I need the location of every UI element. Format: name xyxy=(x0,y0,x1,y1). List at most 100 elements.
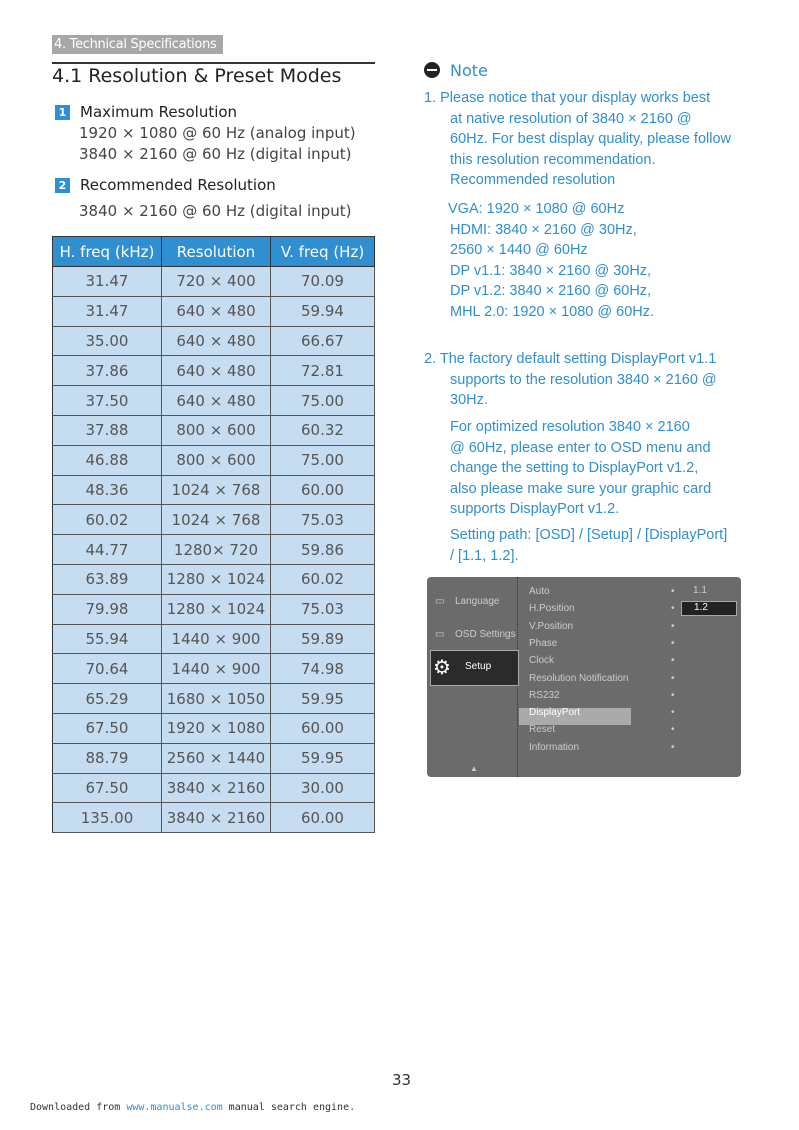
table-cell: 59.86 xyxy=(270,534,375,565)
table-row: 60.02 1024 × 768 75.03 xyxy=(52,504,375,536)
column-header: V. freq (Hz) xyxy=(270,236,375,267)
table-row: 37.88 800 × 600 60.32 xyxy=(52,414,375,446)
table-cell: 59.89 xyxy=(270,623,375,655)
table-row: 55.94 1440 × 900 59.89 xyxy=(52,623,375,655)
table-row: 67.50 1920 × 1080 60.00 xyxy=(52,712,375,744)
table-row: 88.79 2560 × 1440 59.95 xyxy=(52,742,375,774)
table-row: 37.86 640 × 480 72.81 xyxy=(52,355,375,387)
table-cell: 3840 × 2160 xyxy=(161,772,271,804)
bullet-icon: • xyxy=(671,689,675,701)
gear-icon: ⚙ xyxy=(433,657,451,679)
note-line: DP v1.2: 3840 × 2160 @ 60Hz, xyxy=(450,283,652,299)
table-row: 135.00 3840 × 2160 60.00 xyxy=(52,802,375,834)
table-cell: 3840 × 2160 xyxy=(161,802,271,834)
bullet-icon: • xyxy=(671,655,675,667)
footer-link[interactable]: www.manualse.com xyxy=(126,1102,223,1113)
table-cell: 1440 × 900 xyxy=(161,653,271,685)
note-line: supports to the resolution 3840 × 2160 @ xyxy=(450,371,717,388)
table-row: 70.64 1440 × 900 74.98 xyxy=(52,653,375,685)
table-cell: 63.89 xyxy=(52,563,162,595)
table-cell: 60.02 xyxy=(270,563,375,595)
note-icon xyxy=(424,62,440,78)
table-row: 48.36 1024 × 768 60.00 xyxy=(52,474,375,506)
osd-highlight xyxy=(519,708,631,725)
note-line: Setting path: [OSD] / [Setup] / [Display… xyxy=(450,527,728,543)
table-cell: 75.03 xyxy=(270,593,375,625)
osd-menu-item: Resolution Notification xyxy=(529,672,629,684)
table-cell: 74.98 xyxy=(270,653,375,685)
table-cell: 75.00 xyxy=(270,444,375,476)
section-heading: 1 Maximum Resolution xyxy=(55,103,237,121)
note-line: Recommended resolution xyxy=(450,172,616,188)
bullet-icon: • xyxy=(671,707,675,719)
note-line: 1. Please notice that your display works… xyxy=(424,90,711,106)
osd-option-wrap: 1.1 xyxy=(693,585,707,596)
osd-menu-item: DisplayPort xyxy=(529,707,581,719)
table-cell: 31.47 xyxy=(52,266,162,297)
table-cell: 135.00 xyxy=(52,802,162,834)
table-cell: 60.02 xyxy=(52,504,162,536)
table-cell: 60.32 xyxy=(270,414,375,446)
monitor-icon: ▭ xyxy=(435,629,445,640)
note-line: DP v1.1: 3840 × 2160 @ 30Hz, xyxy=(450,262,652,279)
osd-menu-item: V.Position xyxy=(529,620,574,632)
table-cell: 44.77 xyxy=(52,534,162,565)
osd-option: 1.1 xyxy=(693,585,707,596)
table-cell: 1920 × 1080 xyxy=(161,712,271,744)
table-cell: 48.36 xyxy=(52,474,162,506)
bullet-icon: • xyxy=(671,724,675,736)
note-line: also please make sure your graphic card xyxy=(450,480,712,497)
heading-text: Maximum Resolution xyxy=(80,103,238,121)
table-cell: 1440 × 900 xyxy=(161,623,271,655)
table-cell: 800 × 600 xyxy=(161,444,271,476)
speech-bubble-icon: ▭ xyxy=(435,596,445,607)
table-row: 46.88 800 × 600 75.00 xyxy=(52,444,375,476)
note-line: MHL 2.0: 1920 × 1080 @ 60Hz. xyxy=(450,303,655,320)
table-cell: 1024 × 768 xyxy=(161,504,271,536)
text-line: 3840 × 2160 @ 60 Hz (digital input) xyxy=(79,145,352,163)
table-row: 44.77 1280× 720 59.86 xyxy=(52,534,375,565)
label: Setup xyxy=(465,661,492,672)
note-line: VGA: 1920 × 1080 @ 60Hz xyxy=(448,201,625,217)
table-cell: 59.95 xyxy=(270,683,375,714)
table-cell: 59.95 xyxy=(270,742,375,774)
preset-modes-table: H. freq (kHz) Resolution V. freq (Hz) 31… xyxy=(52,236,375,834)
table-row: 67.50 3840 × 2160 30.00 xyxy=(52,772,375,804)
table-row: 65.29 1680 × 1050 59.95 xyxy=(52,683,375,714)
table-cell: 2560 × 1440 xyxy=(161,742,271,774)
breadcrumb: 4. Technical Specifications xyxy=(52,35,223,54)
osd-menu-item: RS232 xyxy=(529,689,560,701)
note-line: supports DisplayPort v1.2. xyxy=(450,501,620,517)
bullet-icon: • xyxy=(671,672,675,684)
table-cell: 70.09 xyxy=(270,266,375,297)
bullet-icon: • xyxy=(671,586,675,597)
table-cell: 30.00 xyxy=(270,772,375,804)
table-row: 31.47 640 × 480 59.94 xyxy=(52,295,375,327)
page-number: 33 xyxy=(392,1071,412,1089)
bullet-icon: • xyxy=(671,741,675,753)
table-cell: 1280 × 1024 xyxy=(161,593,271,625)
bullet-icon: • xyxy=(671,637,675,649)
table-row: 63.89 1280 × 1024 60.02 xyxy=(52,563,375,595)
note-line: For optimized resolution 3840 × 2160 xyxy=(450,419,690,435)
page-title: 4.1 Resolution & Preset Modes xyxy=(52,65,342,87)
note-line: change the setting to DisplayPort v1.2, xyxy=(450,460,699,476)
bullet-icon: • xyxy=(671,603,675,615)
note-line: 30Hz. xyxy=(450,392,488,408)
osd-menu-item: Auto xyxy=(529,586,550,597)
osd-menu-item: Phase xyxy=(529,637,558,649)
osd-menu-image: ▭ Language ▭ OSD Settings ⚙ Setup Auto • H.… xyxy=(427,577,741,777)
osd-menu-item: Information xyxy=(529,741,580,753)
table-row: 31.47 720 × 400 70.09 xyxy=(52,266,375,297)
note-line: 2560 × 1440 @ 60Hz xyxy=(450,242,588,258)
table-cell: 640 × 480 xyxy=(161,325,271,357)
table-cell: 55.94 xyxy=(52,623,162,655)
osd-option-selected: 1.2 xyxy=(681,601,737,616)
table-cell: 1024 × 768 xyxy=(161,474,271,506)
text-line: 3840 × 2160 @ 60 Hz (digital input) xyxy=(79,202,352,220)
number-badge: 2 xyxy=(55,178,70,193)
note-line: 60Hz. For best display quality, please f… xyxy=(450,131,732,147)
text-line: 1920 × 1080 @ 60 Hz (analog input) xyxy=(79,124,356,142)
table-cell: 640 × 480 xyxy=(161,385,271,416)
number-badge: 1 xyxy=(55,105,70,120)
